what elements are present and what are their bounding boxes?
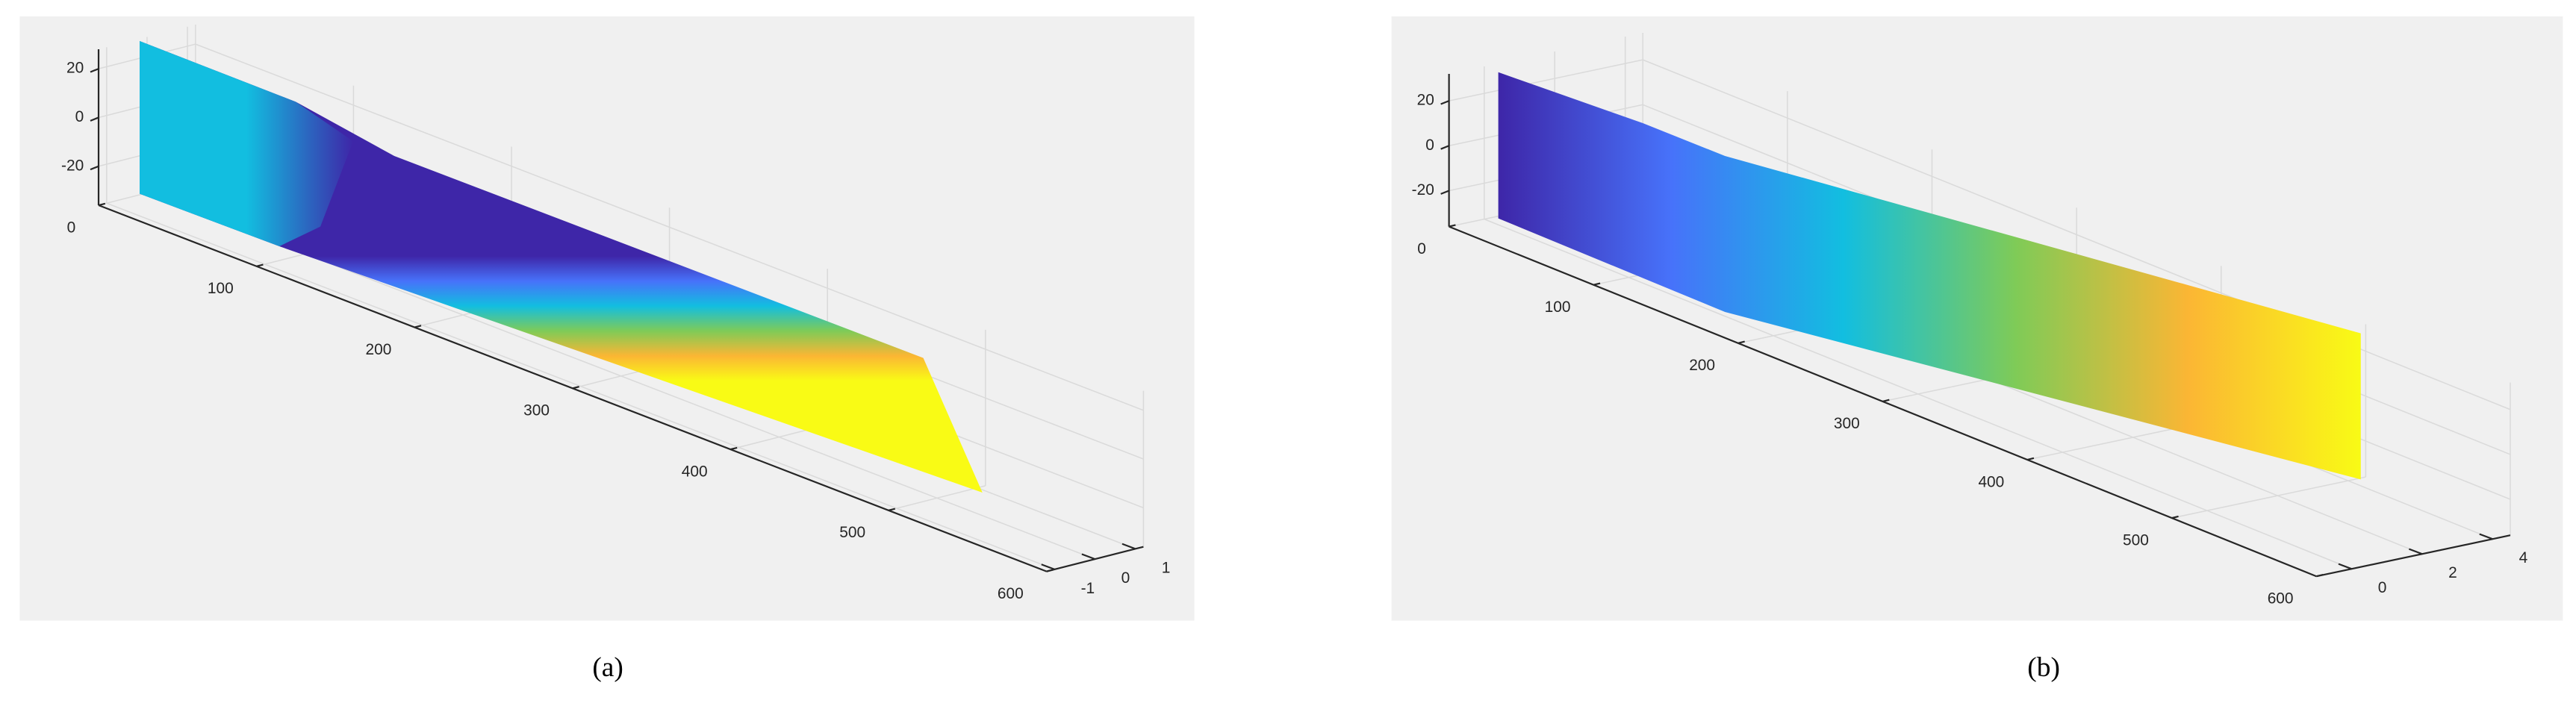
tick-mark bbox=[2171, 515, 2179, 519]
x-tick-label: 400 bbox=[682, 463, 708, 480]
z-tick-label: 0 bbox=[75, 108, 84, 125]
x-tick-label: 400 bbox=[1978, 473, 2004, 490]
tick-mark bbox=[1882, 399, 1890, 402]
tick-mark bbox=[1041, 563, 1055, 570]
tick-mark bbox=[2479, 533, 2493, 540]
z-tick-label: 0 bbox=[1425, 137, 1434, 154]
surface bbox=[1498, 72, 2361, 480]
tick-mark bbox=[2338, 563, 2352, 570]
tick-mark bbox=[2026, 457, 2035, 461]
tick-mark bbox=[90, 165, 99, 171]
tick-mark bbox=[1440, 190, 1450, 195]
tick-mark bbox=[1121, 543, 1136, 550]
x-tick-label: 200 bbox=[366, 341, 392, 358]
grid-line bbox=[1449, 59, 1643, 101]
grid-line bbox=[1484, 218, 2352, 569]
x-tick-label: 600 bbox=[2268, 590, 2294, 608]
grid-line bbox=[106, 202, 1055, 570]
tick-mark bbox=[2316, 573, 2324, 578]
z-tick-label: 20 bbox=[66, 60, 84, 77]
x-tick-label: 100 bbox=[1545, 299, 1571, 316]
panel-caption: (b) bbox=[2027, 652, 2060, 683]
y-tick-label: 4 bbox=[2519, 549, 2528, 566]
z-tick-label: -20 bbox=[1412, 181, 1434, 199]
tick-mark bbox=[1081, 553, 1095, 560]
x-tick-label: 0 bbox=[67, 219, 76, 236]
tick-mark bbox=[1046, 569, 1054, 572]
y-tick-label: 0 bbox=[2378, 579, 2387, 596]
surface bbox=[140, 41, 983, 493]
y-tick-label: 2 bbox=[2448, 564, 2457, 581]
tick-mark bbox=[572, 386, 579, 390]
x-tick-label: 100 bbox=[208, 280, 234, 297]
x-tick-label: 200 bbox=[1689, 357, 1715, 374]
tick-mark bbox=[1449, 224, 1456, 228]
x-tick-label: 300 bbox=[523, 402, 550, 419]
y-tick-label: 0 bbox=[1121, 569, 1130, 587]
tick-mark bbox=[256, 263, 264, 267]
panel-caption: (a) bbox=[592, 652, 623, 683]
tick-mark bbox=[98, 202, 106, 207]
y-axis bbox=[2316, 534, 2511, 578]
tick-mark bbox=[2408, 548, 2423, 555]
tick-mark bbox=[414, 325, 422, 328]
tick-mark bbox=[730, 446, 738, 451]
tick-mark bbox=[888, 507, 896, 511]
grid-line bbox=[2171, 476, 2366, 519]
z-tick-label: 20 bbox=[1417, 92, 1434, 109]
tick-mark bbox=[1440, 145, 1450, 150]
tick-mark bbox=[1440, 100, 1450, 105]
x-tick-label: 500 bbox=[2123, 531, 2149, 549]
x-tick-label: 600 bbox=[998, 585, 1024, 602]
grid-line bbox=[1642, 59, 2511, 410]
y-tick-label: 1 bbox=[1162, 559, 1171, 576]
tick-mark bbox=[90, 116, 99, 122]
tick-mark bbox=[1593, 282, 1601, 286]
x-tick-label: 0 bbox=[1417, 240, 1426, 257]
x-tick-label: 300 bbox=[1834, 415, 1860, 432]
surface-overlay bbox=[140, 41, 354, 247]
tick-mark bbox=[1737, 340, 1745, 344]
grid-line bbox=[195, 43, 1144, 411]
z-tick-label: -20 bbox=[61, 157, 84, 174]
tick-mark bbox=[90, 68, 99, 73]
y-tick-label: -1 bbox=[1081, 580, 1095, 597]
x-tick-label: 500 bbox=[839, 524, 865, 541]
